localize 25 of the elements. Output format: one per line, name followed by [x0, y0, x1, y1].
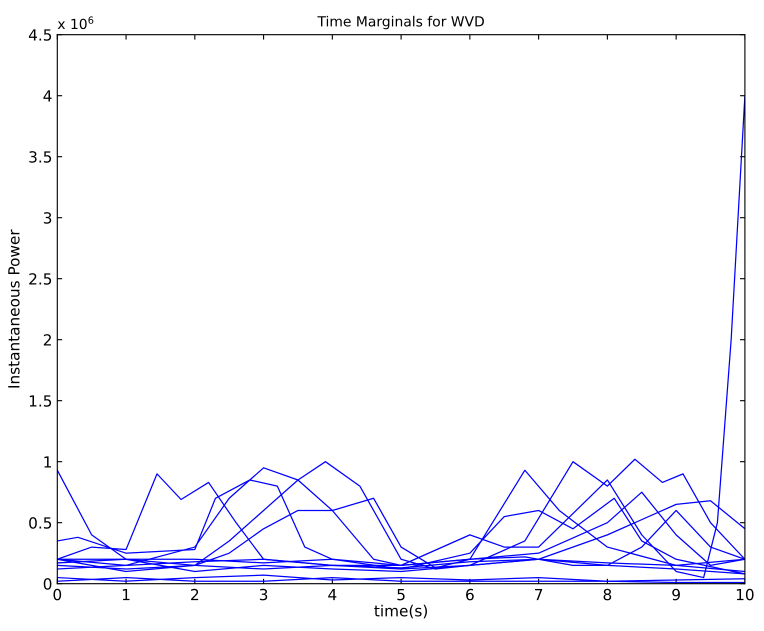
y-tick-label: 3.5: [29, 151, 52, 163]
y-tick-label: 0: [44, 578, 52, 590]
y-tick-label: 1.5: [30, 395, 52, 407]
y-tick-label: 4: [43, 90, 52, 102]
x-tick-label: 4: [328, 589, 336, 600]
text: x 10$^{6}$: [58, 16, 94, 30]
x-tick-label: 0: [53, 588, 62, 600]
y-tick-label: 1: [44, 456, 52, 468]
y-tick-label: 3: [44, 212, 52, 224]
x-tick-label: 7: [535, 589, 542, 600]
x-tick-label: 5: [397, 589, 405, 600]
chart-title: Time Marginals for WVD: [317, 16, 484, 30]
x-tick-label: 9: [672, 588, 680, 600]
x-tick-label: 3: [260, 588, 268, 600]
x-tick-label: 1: [122, 589, 130, 600]
y-tick-label: 2.5: [29, 273, 52, 285]
y-tick-label: 2: [44, 334, 51, 346]
x-tick-label: 2: [191, 588, 198, 600]
x-tick-label: 8: [604, 588, 612, 600]
x-tick-label: 6: [466, 588, 474, 600]
x-axis-title: time(s): [374, 604, 427, 618]
y-tick-label: 4.5: [28, 29, 52, 41]
y-tick-label: 0.5: [29, 517, 52, 529]
y-axis-title: Instantaneous Power: [8, 229, 20, 388]
x-tick-label: 10: [736, 588, 754, 600]
